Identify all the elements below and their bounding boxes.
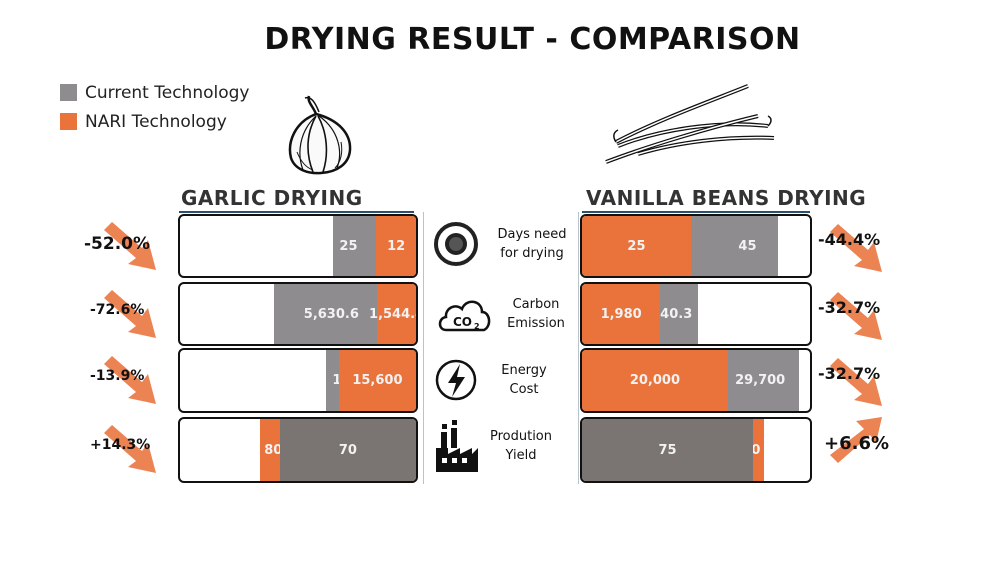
garlic-bar-nari-energy: 15,600 xyxy=(338,350,416,411)
garlic-section-title: GARLIC DRYING xyxy=(181,186,363,210)
metric-days: Days need for drying xyxy=(432,216,582,272)
garlic-value-current-carbon: 5,630.6 xyxy=(303,306,359,322)
garlic-value-current-days: 25 xyxy=(339,238,358,254)
garlic-icon xyxy=(288,95,352,175)
garlic-value-nari-days: 12 xyxy=(387,238,406,254)
vanilla-row-energy-frame: 29,700 20,000 xyxy=(580,348,812,413)
legend-label-current: Current Technology xyxy=(85,82,250,103)
vanilla-value-current-days: 45 xyxy=(738,238,757,254)
vanilla-value-nari-carbon: 1,980 xyxy=(600,306,642,322)
garlic-change-carbon: -72.6% xyxy=(90,302,145,318)
garlic-bar-current-yield: 70 xyxy=(279,419,416,481)
vanilla-value-nari-energy: 20,000 xyxy=(629,373,680,388)
metric-yield: Prodution Yield xyxy=(432,418,582,474)
vanilla-arrow-yield xyxy=(830,417,882,463)
garlic-arrow-energy xyxy=(104,356,156,404)
vanilla-change-yield: +6.6% xyxy=(824,433,890,454)
svg-text:CO: CO xyxy=(453,315,472,329)
legend-label-nari: NARI Technology xyxy=(85,111,227,132)
chart-title: DRYING RESULT - COMPARISON xyxy=(264,22,801,57)
metric-carbon-line1: Carbon xyxy=(512,297,560,312)
garlic-arrow-days xyxy=(104,222,156,270)
garlic-value-nari-energy: 15,600 xyxy=(352,373,403,388)
vanilla-bar-nari-carbon: 1,980 xyxy=(582,284,661,344)
garlic-change-energy: -13.9% xyxy=(90,368,145,384)
vanilla-change-energy: -32.7% xyxy=(818,364,881,383)
metric-energy-label: Energy Cost xyxy=(484,352,564,408)
target-icon xyxy=(434,222,478,266)
vanilla-section-title: VANILLA BEANS DRYING xyxy=(586,186,867,210)
vanilla-change-days: -44.4% xyxy=(818,230,881,249)
garlic-row-yield-frame: 70 80 xyxy=(178,417,418,483)
metric-carbon-line2: Emission xyxy=(507,316,565,331)
vanilla-section-underline xyxy=(582,211,810,213)
vanilla-bar-current-yield: 75 xyxy=(582,419,753,481)
vanilla-bar-nari-energy: 20,000 xyxy=(582,350,728,411)
lightning-icon xyxy=(435,359,477,401)
vanilla-beans-icon xyxy=(605,84,775,164)
garlic-change-days: -52.0% xyxy=(84,234,151,254)
vanilla-arrow-days xyxy=(830,224,882,272)
svg-text:2: 2 xyxy=(474,322,480,331)
metric-days-line2: for drying xyxy=(500,246,564,261)
metric-yield-label: Prodution Yield xyxy=(484,418,558,474)
metric-energy: Energy Cost xyxy=(432,352,582,408)
legend-item-nari: NARI Technology xyxy=(60,107,249,136)
vanilla-value-current-yield: 75 xyxy=(658,442,677,458)
vanilla-bar-nari-days: 25 xyxy=(582,216,691,276)
vanilla-row-carbon-frame: 2,940.3 1,980 xyxy=(580,282,812,346)
garlic-value-current-yield: 70 xyxy=(338,442,357,458)
garlic-row-energy-frame: 18,12515,600 xyxy=(178,348,418,413)
vanilla-value-current-energy: 29,700 xyxy=(735,373,786,388)
garlic-arrow-carbon xyxy=(104,290,156,338)
co2-cloud-icon: CO 2 xyxy=(438,300,491,332)
metric-energy-line1: Energy xyxy=(501,363,547,378)
vanilla-arrow-carbon xyxy=(830,292,882,340)
garlic-value-nari-yield: 80 xyxy=(264,442,283,458)
metric-days-label: Days need for drying xyxy=(484,216,580,272)
vanilla-change-carbon: -32.7% xyxy=(818,298,881,317)
garlic-section-underline xyxy=(179,211,414,213)
column-divider-right xyxy=(578,212,579,484)
metric-carbon: CO 2 Carbon Emission xyxy=(432,286,582,342)
column-divider-left xyxy=(423,212,424,484)
garlic-arrow-yield xyxy=(104,425,156,473)
vanilla-value-nari-days: 25 xyxy=(627,238,646,254)
legend-swatch-current xyxy=(60,84,77,101)
vanilla-arrow-energy xyxy=(830,358,882,406)
metric-yield-line1: Prodution xyxy=(489,429,553,444)
legend: Current Technology NARI Technology xyxy=(60,78,249,136)
garlic-bar-nari-carbon: 1,544.4 xyxy=(369,284,416,344)
garlic-value-nari-carbon: 1,544.4 xyxy=(369,306,416,322)
garlic-row-carbon-frame: 5,630.6 1,544.4 xyxy=(178,282,418,346)
legend-item-current: Current Technology xyxy=(60,78,249,107)
garlic-change-yield: +14.3% xyxy=(90,437,151,453)
garlic-bar-nari-days: 12 xyxy=(376,216,416,276)
metric-days-line1: Days need xyxy=(497,227,567,242)
legend-swatch-nari xyxy=(60,113,77,130)
metric-yield-line2: Yield xyxy=(505,448,537,463)
garlic-row-days-frame: 25 12 xyxy=(178,214,418,278)
vanilla-row-yield-frame: 7580 xyxy=(580,417,812,483)
factory-icon xyxy=(436,420,478,472)
metric-energy-line2: Cost xyxy=(509,382,539,397)
metric-carbon-label: Carbon Emission xyxy=(488,286,584,342)
vanilla-row-days-frame: 45 25 xyxy=(580,214,812,278)
